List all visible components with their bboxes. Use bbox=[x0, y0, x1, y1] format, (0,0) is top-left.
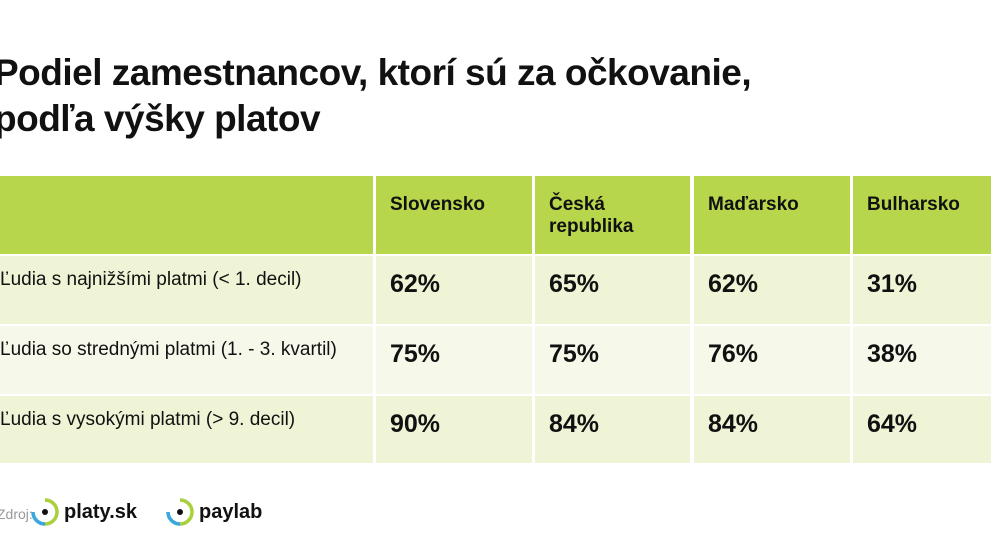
source-label: Zdroj: bbox=[0, 506, 33, 522]
column-header bbox=[0, 176, 373, 254]
column-header: Slovensko bbox=[376, 176, 532, 254]
value-cell: 75% bbox=[376, 326, 532, 394]
title-line-1: Podiel zamestnancov, ktorí sú za očkovan… bbox=[0, 52, 752, 93]
column-header: Česká republika bbox=[535, 176, 690, 254]
page-title: Podiel zamestnancov, ktorí sú za očkovan… bbox=[0, 50, 752, 142]
value-cell: 64% bbox=[853, 396, 991, 463]
value-cell: 62% bbox=[694, 256, 850, 324]
value-cell: 75% bbox=[535, 326, 690, 394]
paylab-logo: paylab bbox=[165, 497, 262, 527]
row-label: Ľudia s vysokými platmi (> 9. decil) bbox=[0, 396, 373, 463]
platy-logo: platy.sk bbox=[30, 497, 137, 527]
platy-logo-text: platy.sk bbox=[64, 500, 137, 523]
paylab-logo-icon bbox=[166, 498, 194, 526]
value-cell: 84% bbox=[694, 396, 850, 463]
value-cell: 38% bbox=[853, 326, 991, 394]
value-cell: 62% bbox=[376, 256, 532, 324]
title-line-2: podľa výšky platov bbox=[0, 98, 321, 139]
value-cell: 90% bbox=[376, 396, 532, 463]
row-label: Ľudia s najnižšími platmi (< 1. decil) bbox=[0, 256, 373, 324]
column-header: Bulharsko bbox=[853, 176, 991, 254]
value-cell: 65% bbox=[535, 256, 690, 324]
paylab-logo-text: paylab bbox=[199, 500, 263, 523]
value-cell: 84% bbox=[535, 396, 690, 463]
value-cell: 31% bbox=[853, 256, 991, 324]
platy-logo-icon bbox=[31, 498, 59, 526]
value-cell: 76% bbox=[694, 326, 850, 394]
row-label: Ľudia so strednými platmi (1. - 3. kvart… bbox=[0, 326, 373, 394]
column-header: Maďarsko bbox=[694, 176, 850, 254]
